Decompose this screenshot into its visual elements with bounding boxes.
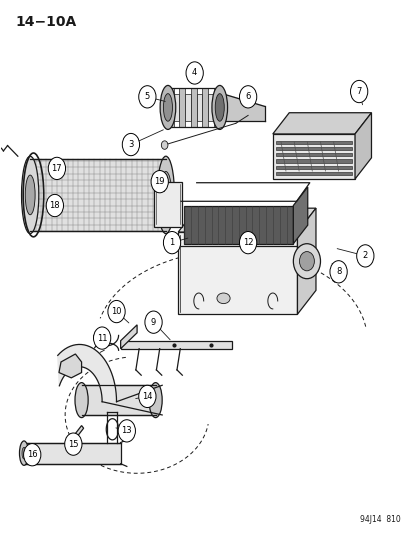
Bar [24,442,120,464]
Circle shape [64,433,82,455]
Bar [208,94,214,121]
Circle shape [299,252,313,271]
Text: 16: 16 [27,450,38,459]
Circle shape [350,80,367,103]
Ellipse shape [157,156,174,233]
Bar [275,166,351,169]
Circle shape [145,311,162,333]
Circle shape [239,231,256,254]
Text: 94J14  810: 94J14 810 [358,515,399,523]
Bar [179,87,185,127]
Circle shape [108,301,125,322]
Ellipse shape [19,441,28,465]
Bar [168,87,173,127]
Ellipse shape [160,172,171,219]
Bar [202,87,208,127]
Polygon shape [59,354,81,378]
Text: 19: 19 [154,177,164,186]
Polygon shape [69,425,83,444]
Bar [275,147,351,150]
Text: 10: 10 [111,307,121,316]
Circle shape [356,245,373,267]
Circle shape [138,385,156,408]
Bar [275,141,351,144]
Polygon shape [58,344,116,402]
Circle shape [161,141,168,149]
Ellipse shape [25,175,35,215]
Text: 7: 7 [356,87,361,96]
Text: 18: 18 [50,201,60,210]
Text: 8: 8 [335,268,340,276]
Polygon shape [293,187,307,244]
Text: 9: 9 [151,318,156,327]
Bar [185,94,190,121]
Text: 1: 1 [169,238,174,247]
Circle shape [46,195,63,216]
Bar [275,153,351,156]
Polygon shape [184,206,293,244]
Bar [214,87,219,127]
Text: 17: 17 [52,164,62,173]
Text: 4: 4 [192,68,197,77]
Circle shape [118,419,135,442]
Circle shape [163,231,180,254]
Ellipse shape [149,383,162,418]
Ellipse shape [216,293,230,304]
Text: 14−10A: 14−10A [16,14,77,29]
Text: 12: 12 [242,238,253,247]
Bar [275,172,351,175]
Ellipse shape [215,94,224,121]
Ellipse shape [211,85,227,130]
Ellipse shape [160,85,176,130]
Text: 11: 11 [97,334,107,343]
Circle shape [293,244,320,279]
Circle shape [48,157,65,180]
Bar [196,94,202,121]
Polygon shape [272,113,370,134]
Polygon shape [272,134,354,179]
Bar [275,159,351,163]
Circle shape [239,86,256,108]
Ellipse shape [21,156,39,233]
Text: 5: 5 [145,92,150,101]
Ellipse shape [22,447,26,459]
Polygon shape [178,208,315,232]
Circle shape [151,171,168,193]
Polygon shape [354,113,370,179]
Bar [173,94,179,121]
Ellipse shape [75,383,88,418]
Circle shape [138,86,156,108]
Text: 14: 14 [142,392,152,401]
Ellipse shape [163,94,172,121]
Text: 2: 2 [362,252,367,261]
Circle shape [24,443,41,466]
Circle shape [93,327,111,349]
Bar [81,385,155,415]
Circle shape [329,261,347,283]
Polygon shape [297,208,315,314]
Polygon shape [120,341,231,349]
Text: 3: 3 [128,140,133,149]
Text: 13: 13 [121,426,132,435]
Polygon shape [223,94,264,120]
Bar [30,159,166,231]
Circle shape [185,62,203,84]
Bar [153,182,182,227]
Bar [190,87,196,127]
Polygon shape [178,232,297,314]
Text: 15: 15 [68,440,78,449]
Text: 6: 6 [245,92,250,101]
Polygon shape [120,325,137,349]
Circle shape [122,133,139,156]
